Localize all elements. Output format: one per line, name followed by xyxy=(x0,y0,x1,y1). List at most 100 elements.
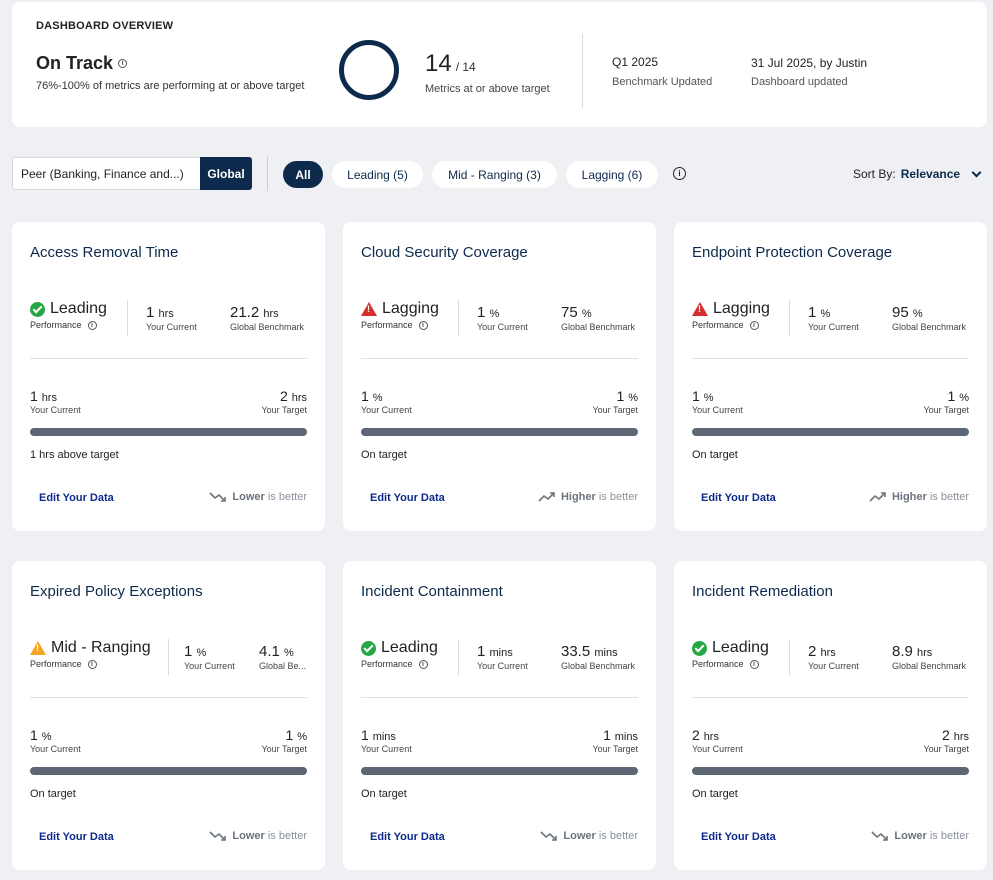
global-benchmark-stat: 8.9 hrs Global Benchmark xyxy=(892,643,967,671)
target-value: 1 % Your Target xyxy=(261,727,307,754)
target-status-note: On target xyxy=(361,449,407,461)
filter-pill-mid-ranging[interactable]: Mid - Ranging (3) xyxy=(432,161,557,188)
metric-title[interactable]: Endpoint Protection Coverage xyxy=(692,244,893,261)
trend-up-icon xyxy=(869,492,886,502)
performance-label: Performance i xyxy=(361,320,461,330)
target-status-note: 1 hrs above target xyxy=(30,449,119,461)
trend-down-icon xyxy=(540,831,558,841)
performance-status: Leading xyxy=(692,639,792,657)
edit-data-link[interactable]: Edit Your Data xyxy=(701,831,776,843)
target-status-note: On target xyxy=(692,788,738,800)
performance-block: Leading Performance i xyxy=(30,300,130,330)
info-icon[interactable]: i xyxy=(118,59,128,68)
edit-data-link[interactable]: Edit Your Data xyxy=(370,492,445,504)
filter-pill-leading[interactable]: Leading (5) xyxy=(332,161,423,188)
metric-card-incident-containment: Incident Containment Leading Performance… xyxy=(343,561,656,870)
metric-title[interactable]: Incident Containment xyxy=(361,583,503,600)
your-current-stat: 1 % Your Current xyxy=(808,304,859,332)
metric-card-expired-policy-exceptions: Expired Policy Exceptions Mid - Ranging … xyxy=(12,561,325,870)
metric-title[interactable]: Access Removal Time xyxy=(30,244,179,261)
peer-group-selector[interactable]: Peer (Banking, Finance and...) xyxy=(12,157,200,190)
metrics-count-value: 14 xyxy=(425,50,452,77)
your-current-stat: 1 mins Your Current xyxy=(477,643,528,671)
progress-bar xyxy=(361,767,638,775)
performance-label: Performance i xyxy=(361,659,461,669)
target-value: 2 hrs Your Target xyxy=(261,388,307,415)
progress-bar xyxy=(692,767,969,775)
direction-hint: Lower is better xyxy=(209,830,307,842)
horizontal-divider xyxy=(692,358,969,359)
performance-status: Leading xyxy=(361,639,461,657)
metrics-count: 14 / 14 xyxy=(425,50,476,78)
performance-status: Lagging xyxy=(692,300,792,318)
dashboard-updated-date: 31 Jul 2025, by Justin xyxy=(751,56,868,70)
warning-red-icon xyxy=(692,302,708,316)
edit-data-link[interactable]: Edit Your Data xyxy=(39,831,114,843)
direction-hint: Higher is better xyxy=(538,491,638,503)
info-icon[interactable]: i xyxy=(87,659,97,669)
performance-label: Performance i xyxy=(30,659,130,669)
overview-status-text: On Track xyxy=(36,53,114,73)
metric-card-access-removal-time: Access Removal Time Leading Performance … xyxy=(12,222,325,531)
horizontal-divider xyxy=(30,697,307,698)
global-benchmark-stat: 4.1 % Global Be... xyxy=(259,643,307,671)
performance-label: Performance i xyxy=(30,320,130,330)
vertical-divider xyxy=(458,639,459,675)
target-value: 2 hrs Your Target xyxy=(923,727,969,754)
performance-status-text: Lagging xyxy=(713,300,770,317)
warning-amber-icon xyxy=(30,641,46,655)
info-icon[interactable]: i xyxy=(749,659,759,669)
benchmark-label: Benchmark Updated xyxy=(612,76,713,88)
sort-dropdown[interactable]: Sort By: Relevance xyxy=(853,167,982,181)
check-circle-icon xyxy=(361,640,376,656)
filter-pill-lagging[interactable]: Lagging (6) xyxy=(566,161,658,188)
info-icon[interactable]: i xyxy=(418,659,428,669)
info-icon[interactable]: i xyxy=(673,167,686,180)
your-current-stat: 2 hrs Your Current xyxy=(808,643,859,671)
overview-caption: DASHBOARD OVERVIEW xyxy=(36,20,174,32)
current-value: 1 % Your Current xyxy=(30,727,81,754)
info-icon[interactable]: i xyxy=(87,320,97,330)
edit-data-link[interactable]: Edit Your Data xyxy=(39,492,114,504)
performance-label: Performance i xyxy=(692,320,792,330)
target-status-note: On target xyxy=(692,449,738,461)
progress-bar xyxy=(692,428,969,436)
filter-divider xyxy=(267,157,268,191)
trend-down-icon xyxy=(209,492,227,502)
performance-status-text: Leading xyxy=(50,300,107,317)
edit-data-link[interactable]: Edit Your Data xyxy=(701,492,776,504)
metric-title[interactable]: Cloud Security Coverage xyxy=(361,244,528,261)
horizontal-divider xyxy=(692,697,969,698)
info-icon[interactable]: i xyxy=(749,320,759,330)
performance-status-text: Mid - Ranging xyxy=(51,639,151,656)
your-current-stat: 1 % Your Current xyxy=(477,304,528,332)
sort-label: Sort By: xyxy=(853,167,896,181)
performance-block: Lagging Performance i xyxy=(692,300,792,330)
global-benchmark-stat: 75 % Global Benchmark xyxy=(561,304,636,332)
filter-pill-all[interactable]: All xyxy=(283,161,323,188)
performance-block: Mid - Ranging Performance i xyxy=(30,639,151,669)
target-value: 1 % Your Target xyxy=(923,388,969,415)
vertical-divider xyxy=(789,300,790,336)
current-value: 1 mins Your Current xyxy=(361,727,412,754)
edit-data-link[interactable]: Edit Your Data xyxy=(370,831,445,843)
progress-bar xyxy=(361,428,638,436)
vertical-divider xyxy=(127,300,128,336)
performance-status-text: Leading xyxy=(381,639,438,656)
progress-bar xyxy=(30,428,307,436)
metric-title[interactable]: Expired Policy Exceptions xyxy=(30,583,203,600)
vertical-divider xyxy=(458,300,459,336)
overview-status: On Track i xyxy=(36,53,128,74)
global-toggle-button[interactable]: Global xyxy=(200,157,252,190)
horizontal-divider xyxy=(361,697,638,698)
your-current-stat: 1 % Your Current xyxy=(184,643,235,671)
target-status-note: On target xyxy=(30,788,76,800)
info-icon[interactable]: i xyxy=(418,320,428,330)
direction-hint: Lower is better xyxy=(871,830,969,842)
your-current-stat: 1 hrs Your Current xyxy=(146,304,197,332)
metric-title[interactable]: Incident Remediation xyxy=(692,583,833,600)
target-value: 1 mins Your Target xyxy=(592,727,638,754)
dashboard-updated-label: Dashboard updated xyxy=(751,76,848,88)
progress-bar xyxy=(30,767,307,775)
direction-hint: Higher is better xyxy=(869,491,969,503)
